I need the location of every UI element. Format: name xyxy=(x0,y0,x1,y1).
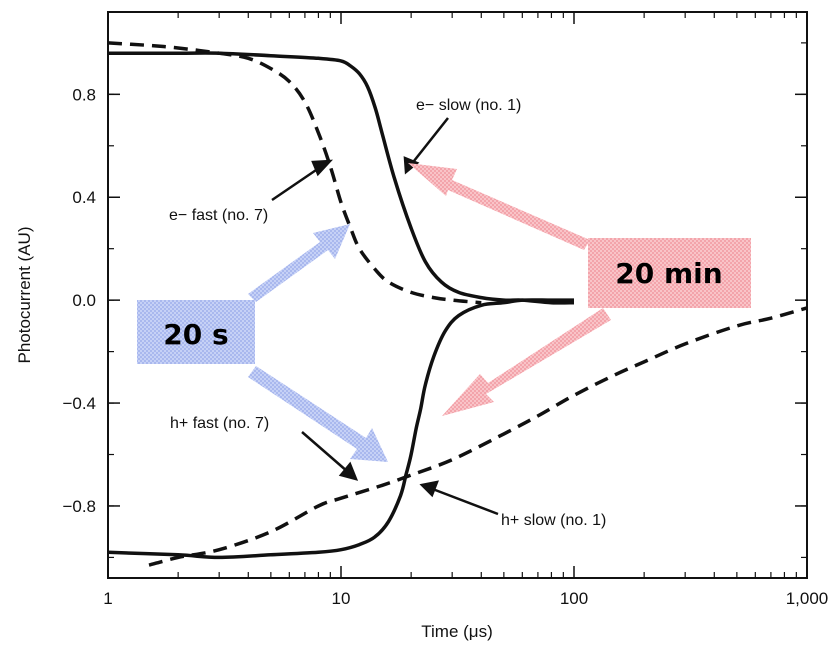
y-tick-label: −0.8 xyxy=(62,497,96,516)
plot-frame xyxy=(107,11,808,579)
y-tick-label: −0.4 xyxy=(62,394,96,413)
y-tick-label: 0.0 xyxy=(72,291,96,310)
x-tick-label: 1,000 xyxy=(786,589,829,608)
leader-h-fast-head xyxy=(338,461,359,481)
x-tick-label: 1 xyxy=(103,589,112,608)
callout-slow-arrow-up xyxy=(408,163,590,250)
annotation-e-slow: e− slow (no. 1) xyxy=(416,97,521,114)
x-axis-label: Time (μs) xyxy=(421,622,493,641)
tick-labels: 1 10 100 1,000 0.8 0.4 0.0 −0.4 −0.8 xyxy=(62,85,828,608)
y-axis-label: Photocurrent (AU) xyxy=(15,227,34,364)
axis-ticks xyxy=(107,12,808,578)
callout-slow-box xyxy=(588,238,751,308)
callout-fast-box xyxy=(137,300,255,364)
series-line-h-slow xyxy=(107,298,574,560)
annotation-e-fast: e− fast (no. 7) xyxy=(169,207,268,224)
callout-slow-label: 20 min xyxy=(615,257,722,290)
annotation-leaders xyxy=(271,117,499,516)
y-tick-label: 0.4 xyxy=(72,188,96,207)
series-line-e-slow xyxy=(107,51,575,305)
leader-h-slow-head xyxy=(419,480,439,498)
series-line-h-fast xyxy=(148,306,808,567)
x-tick-label: 10 xyxy=(332,589,351,608)
callout-fast-arrow-down xyxy=(248,366,388,462)
leader-e-fast-head xyxy=(311,159,334,177)
callout-fast-label: 20 s xyxy=(163,318,228,351)
y-tick-label: 0.8 xyxy=(72,85,96,104)
leader-e-fast xyxy=(271,164,323,202)
callout-fast-arrow-up xyxy=(248,224,350,302)
annotation-h-fast: h+ fast (no. 7) xyxy=(170,415,269,432)
series-line-e-fast xyxy=(107,41,482,305)
leader-h-fast xyxy=(301,431,349,473)
callout-slow-arrow-down xyxy=(442,308,611,416)
callout-slow: 20 min xyxy=(408,163,751,416)
callout-fast: 20 s xyxy=(137,224,388,462)
series-lines xyxy=(107,41,808,567)
annotation-h-slow: h+ slow (no. 1) xyxy=(501,512,606,529)
leader-e-slow xyxy=(409,117,449,167)
leader-h-slow xyxy=(429,486,499,516)
x-tick-label: 100 xyxy=(560,589,588,608)
